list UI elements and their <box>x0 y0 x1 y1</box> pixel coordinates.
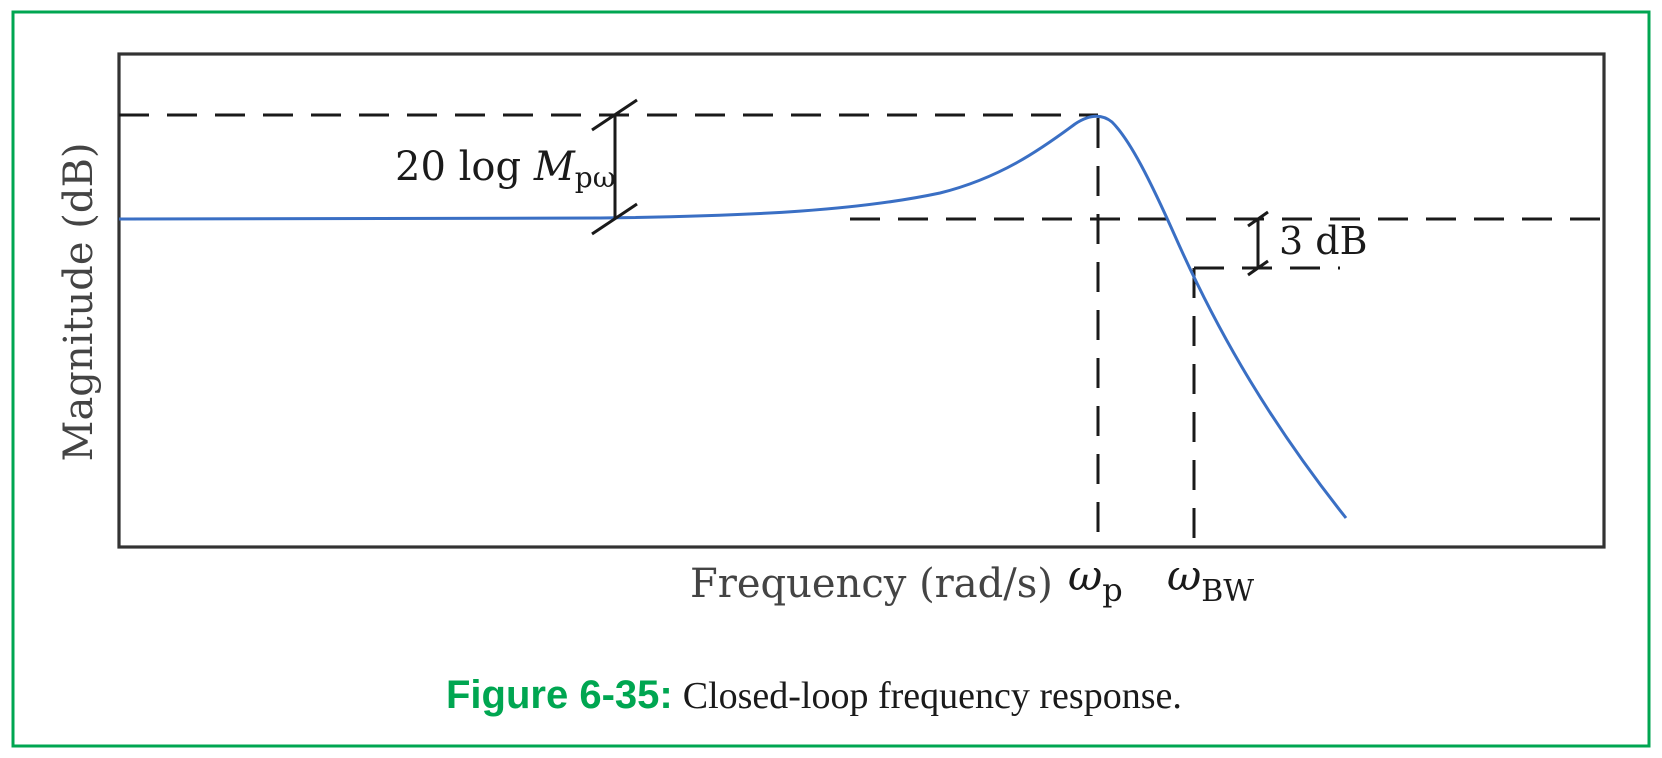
peak-annotation-label: 20 log Mpω <box>395 144 616 194</box>
figure-frame <box>11 10 1651 748</box>
figure-caption-text: Closed-loop frequency response. <box>683 675 1182 717</box>
peak-annotation-subscript: pω <box>575 161 616 194</box>
peak-annotation-symbol: M <box>533 144 576 190</box>
x-axis-label: Frequency (rad/s) <box>690 561 1053 607</box>
drop-bracket-tick-bottom <box>1247 259 1269 277</box>
drop-bracket-tick-top <box>1247 210 1269 228</box>
bandwidth-drop-label: 3 dB <box>1279 219 1368 263</box>
peak-bracket-tick-top <box>591 98 638 132</box>
peak-frequency-label: ωp <box>1068 551 1123 609</box>
figure-caption: Figure 6-35: Closed-loop frequency respon… <box>446 673 1182 717</box>
plot-box <box>117 52 1606 549</box>
bandwidth-frequency-subscript: BW <box>1201 574 1254 609</box>
peak-frequency-symbol: ω <box>1068 551 1102 600</box>
bandwidth-frequency-symbol: ω <box>1167 551 1201 600</box>
figure-number: Figure 6-35: <box>446 673 673 717</box>
bandwidth-frequency-label: ωBW <box>1167 551 1254 609</box>
peak-frequency-subscript: p <box>1102 571 1122 609</box>
peak-annotation-prefix: 20 log <box>395 144 534 190</box>
y-axis-label: Magnitude (dB) <box>56 142 102 461</box>
magnitude-curve <box>118 114 1348 519</box>
peak-bracket-tick-bottom <box>591 202 638 236</box>
